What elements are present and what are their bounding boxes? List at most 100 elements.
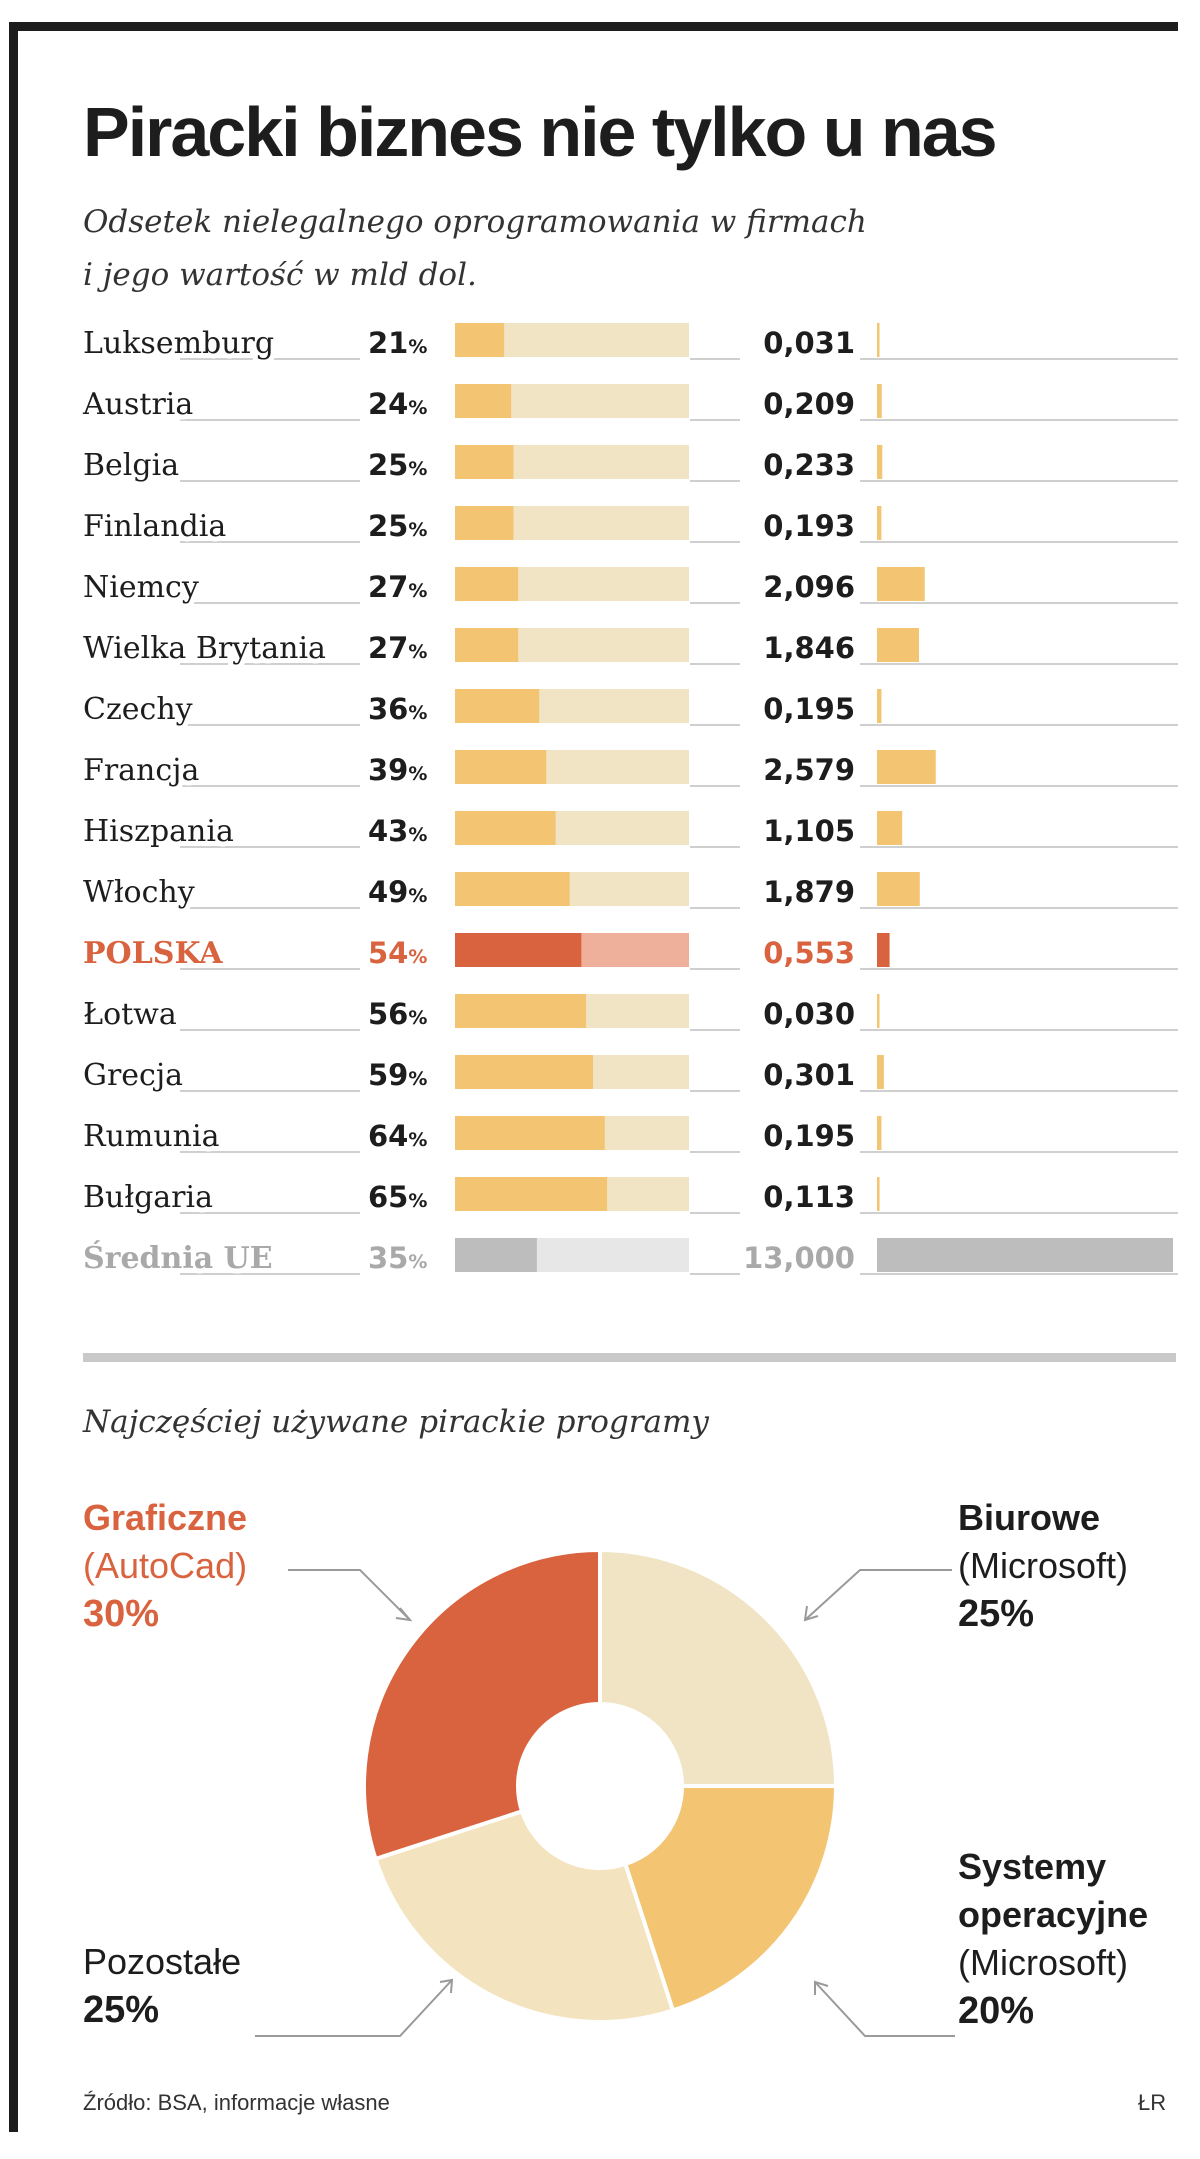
percent-label: 65%	[368, 1180, 427, 1214]
percent-label: 39%	[368, 753, 427, 787]
percent-bar	[455, 1116, 605, 1150]
source-note: Źródło: BSA, informacje własne	[83, 2090, 390, 2115]
value-label: 0,195	[763, 1119, 855, 1153]
percent-bar	[455, 1238, 537, 1272]
value-label: 0,233	[763, 448, 855, 482]
percent-label: 49%	[368, 875, 427, 909]
value-label: 0,195	[763, 692, 855, 726]
percent-bar	[455, 811, 556, 845]
pie-chart-title: Najczęściej używane pirackie programy	[83, 1404, 709, 1440]
frame-top-rule	[9, 22, 1178, 31]
frame-left-rule	[9, 22, 18, 2132]
value-bar	[877, 506, 882, 540]
category-label: POLSKA	[83, 936, 223, 971]
category-label: Grecja	[83, 1058, 183, 1093]
percent-bar	[455, 384, 512, 418]
value-label: 1,879	[763, 875, 855, 909]
pie-label-systemy-sub: (Microsoft)	[958, 1942, 1128, 1983]
percent-bar	[455, 445, 514, 479]
value-bar	[877, 323, 880, 357]
pie-label-systemy-name-2: operacyjne	[958, 1894, 1149, 1935]
leader-arrow-line	[288, 1569, 411, 1621]
category-label: Włochy	[83, 875, 195, 910]
category-label: Niemcy	[83, 570, 199, 605]
category-label: Rumunia	[83, 1119, 220, 1154]
percent-label: 54%	[368, 936, 427, 970]
category-label: Średnia UE	[83, 1239, 273, 1276]
value-label: 1,105	[763, 814, 855, 848]
category-label: Belgia	[83, 448, 179, 483]
value-label: 0,031	[763, 326, 855, 360]
category-label: Austria	[82, 387, 193, 422]
value-label: 0,193	[763, 509, 855, 543]
value-bar	[877, 1116, 882, 1150]
bar-chart: Luksemburg 21% 0,031 Austria 24% 0,209 Belgia 2…	[77, 321, 1178, 1280]
category-label: Wielka Brytania	[83, 631, 326, 666]
percent-bar	[455, 506, 514, 540]
pie-label-biurowe-sub: (Microsoft)	[958, 1545, 1128, 1586]
pie-label-biurowe-name: Biurowe	[958, 1497, 1101, 1538]
category-label: Finlandia	[83, 509, 226, 544]
page-title: Piracki biznes nie tylko u nas	[83, 93, 998, 171]
leader-arrow-line	[255, 1979, 453, 2037]
pie-label-biurowe-pct: 25%	[958, 1593, 1035, 1635]
pie-label-graficzne: Graficzne (AutoCad) 30%	[83, 1494, 247, 1638]
value-bar	[877, 933, 890, 967]
percent-label: 56%	[368, 997, 427, 1031]
pie-label-systemy-pct: 20%	[958, 1990, 1035, 2032]
pie-label-pozostale: Pozostałe 25%	[83, 1938, 241, 2034]
pie-label-pozostale-pct: 25%	[83, 1989, 160, 2031]
percent-bar	[455, 567, 519, 601]
chart-subtitle-line-1: Odsetek nielegalnego oprogramowania w fi…	[83, 204, 867, 240]
value-label: 0,030	[763, 997, 855, 1031]
pie-label-biurowe: Biurowe (Microsoft) 25%	[958, 1494, 1128, 1638]
value-label: 13,000	[743, 1241, 855, 1275]
leader-arrow-head	[803, 1605, 819, 1622]
value-bar	[877, 1238, 1173, 1272]
pie-slice	[362, 1547, 602, 1862]
percent-label: 27%	[368, 631, 427, 665]
value-bar	[877, 811, 903, 845]
leader-arrow-head	[439, 1978, 454, 1994]
author-initials: ŁR	[1138, 2090, 1167, 2115]
percent-label: 27%	[368, 570, 427, 604]
percent-label: 21%	[368, 326, 427, 360]
value-bar	[877, 384, 882, 418]
percent-bar	[455, 1055, 594, 1089]
category-label: Francja	[83, 753, 199, 788]
pie-label-graficzne-pct: 30%	[83, 1593, 160, 1635]
value-bar	[877, 628, 920, 662]
value-bar	[877, 567, 925, 601]
percent-label: 25%	[368, 448, 427, 482]
percent-bar	[455, 994, 587, 1028]
pie-label-graficzne-sub: (AutoCad)	[83, 1545, 248, 1586]
leader-arrow-line	[814, 1981, 955, 2037]
leader-arrow-line	[804, 1569, 952, 1621]
percent-bar	[455, 1177, 608, 1211]
leader-arrow-head	[395, 1607, 413, 1622]
pie-slice	[622, 1784, 839, 2013]
category-label: Czechy	[83, 692, 193, 727]
section-divider	[83, 1353, 1176, 1362]
pie-label-pozostale-name: Pozostałe	[83, 1941, 242, 1982]
value-bar	[877, 1177, 880, 1211]
category-label: Bułgaria	[83, 1180, 213, 1215]
percent-bar	[455, 689, 540, 723]
value-label: 0,301	[763, 1058, 855, 1092]
value-label: 0,553	[763, 936, 855, 970]
percent-label: 24%	[368, 387, 427, 421]
value-label: 0,209	[763, 387, 855, 421]
pie-label-graficzne-name: Graficzne	[83, 1497, 248, 1538]
value-bar	[877, 750, 936, 784]
category-label: Łotwa	[83, 997, 177, 1032]
value-label: 2,579	[763, 753, 855, 787]
value-bar	[877, 689, 882, 723]
percent-bar	[455, 872, 570, 906]
percent-bar	[455, 750, 547, 784]
chart-subtitle: Odsetek nielegalnego oprogramowania w fi…	[83, 196, 983, 302]
value-label: 2,096	[763, 570, 855, 604]
percent-bar	[455, 628, 519, 662]
chart-subtitle-line-2: i jego wartość w mld dol.	[83, 257, 477, 293]
donut-chart	[255, 1547, 955, 2037]
value-label: 0,113	[763, 1180, 855, 1214]
